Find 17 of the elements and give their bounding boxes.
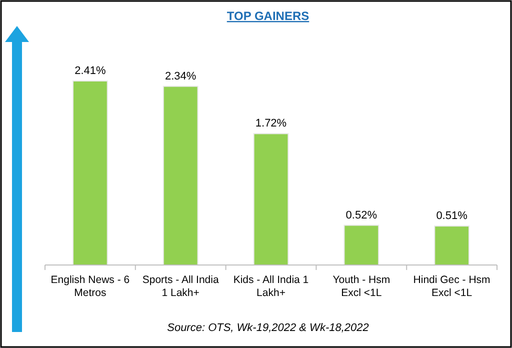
bar — [72, 80, 108, 266]
data-label: 0.51% — [436, 210, 468, 222]
data-label: 2.34% — [165, 70, 196, 82]
x-tick-label: English News - 6 Metros — [50, 274, 130, 299]
data-label: 1.72% — [255, 118, 287, 130]
data-label: 0.52% — [346, 209, 378, 222]
bar — [344, 224, 380, 266]
bar — [253, 133, 289, 266]
chart-title: TOP GAINERS — [226, 9, 310, 23]
x-tick-label: Youth - Hsm Excl <1L — [332, 274, 390, 299]
bar — [162, 86, 198, 266]
data-label: 2.41% — [74, 65, 106, 77]
source-note: Source: OTS, Wk-19,2022 & Wk-18,2022 — [167, 322, 369, 334]
bar — [434, 226, 470, 266]
x-tick-label: Kids - All India 1 Lakh+ — [233, 274, 309, 299]
x-tick-label: Sports - All India 1 Lakh+ — [142, 274, 219, 299]
x-tick-label: Hindi Gec - Hsm Excl <1L — [413, 274, 491, 299]
